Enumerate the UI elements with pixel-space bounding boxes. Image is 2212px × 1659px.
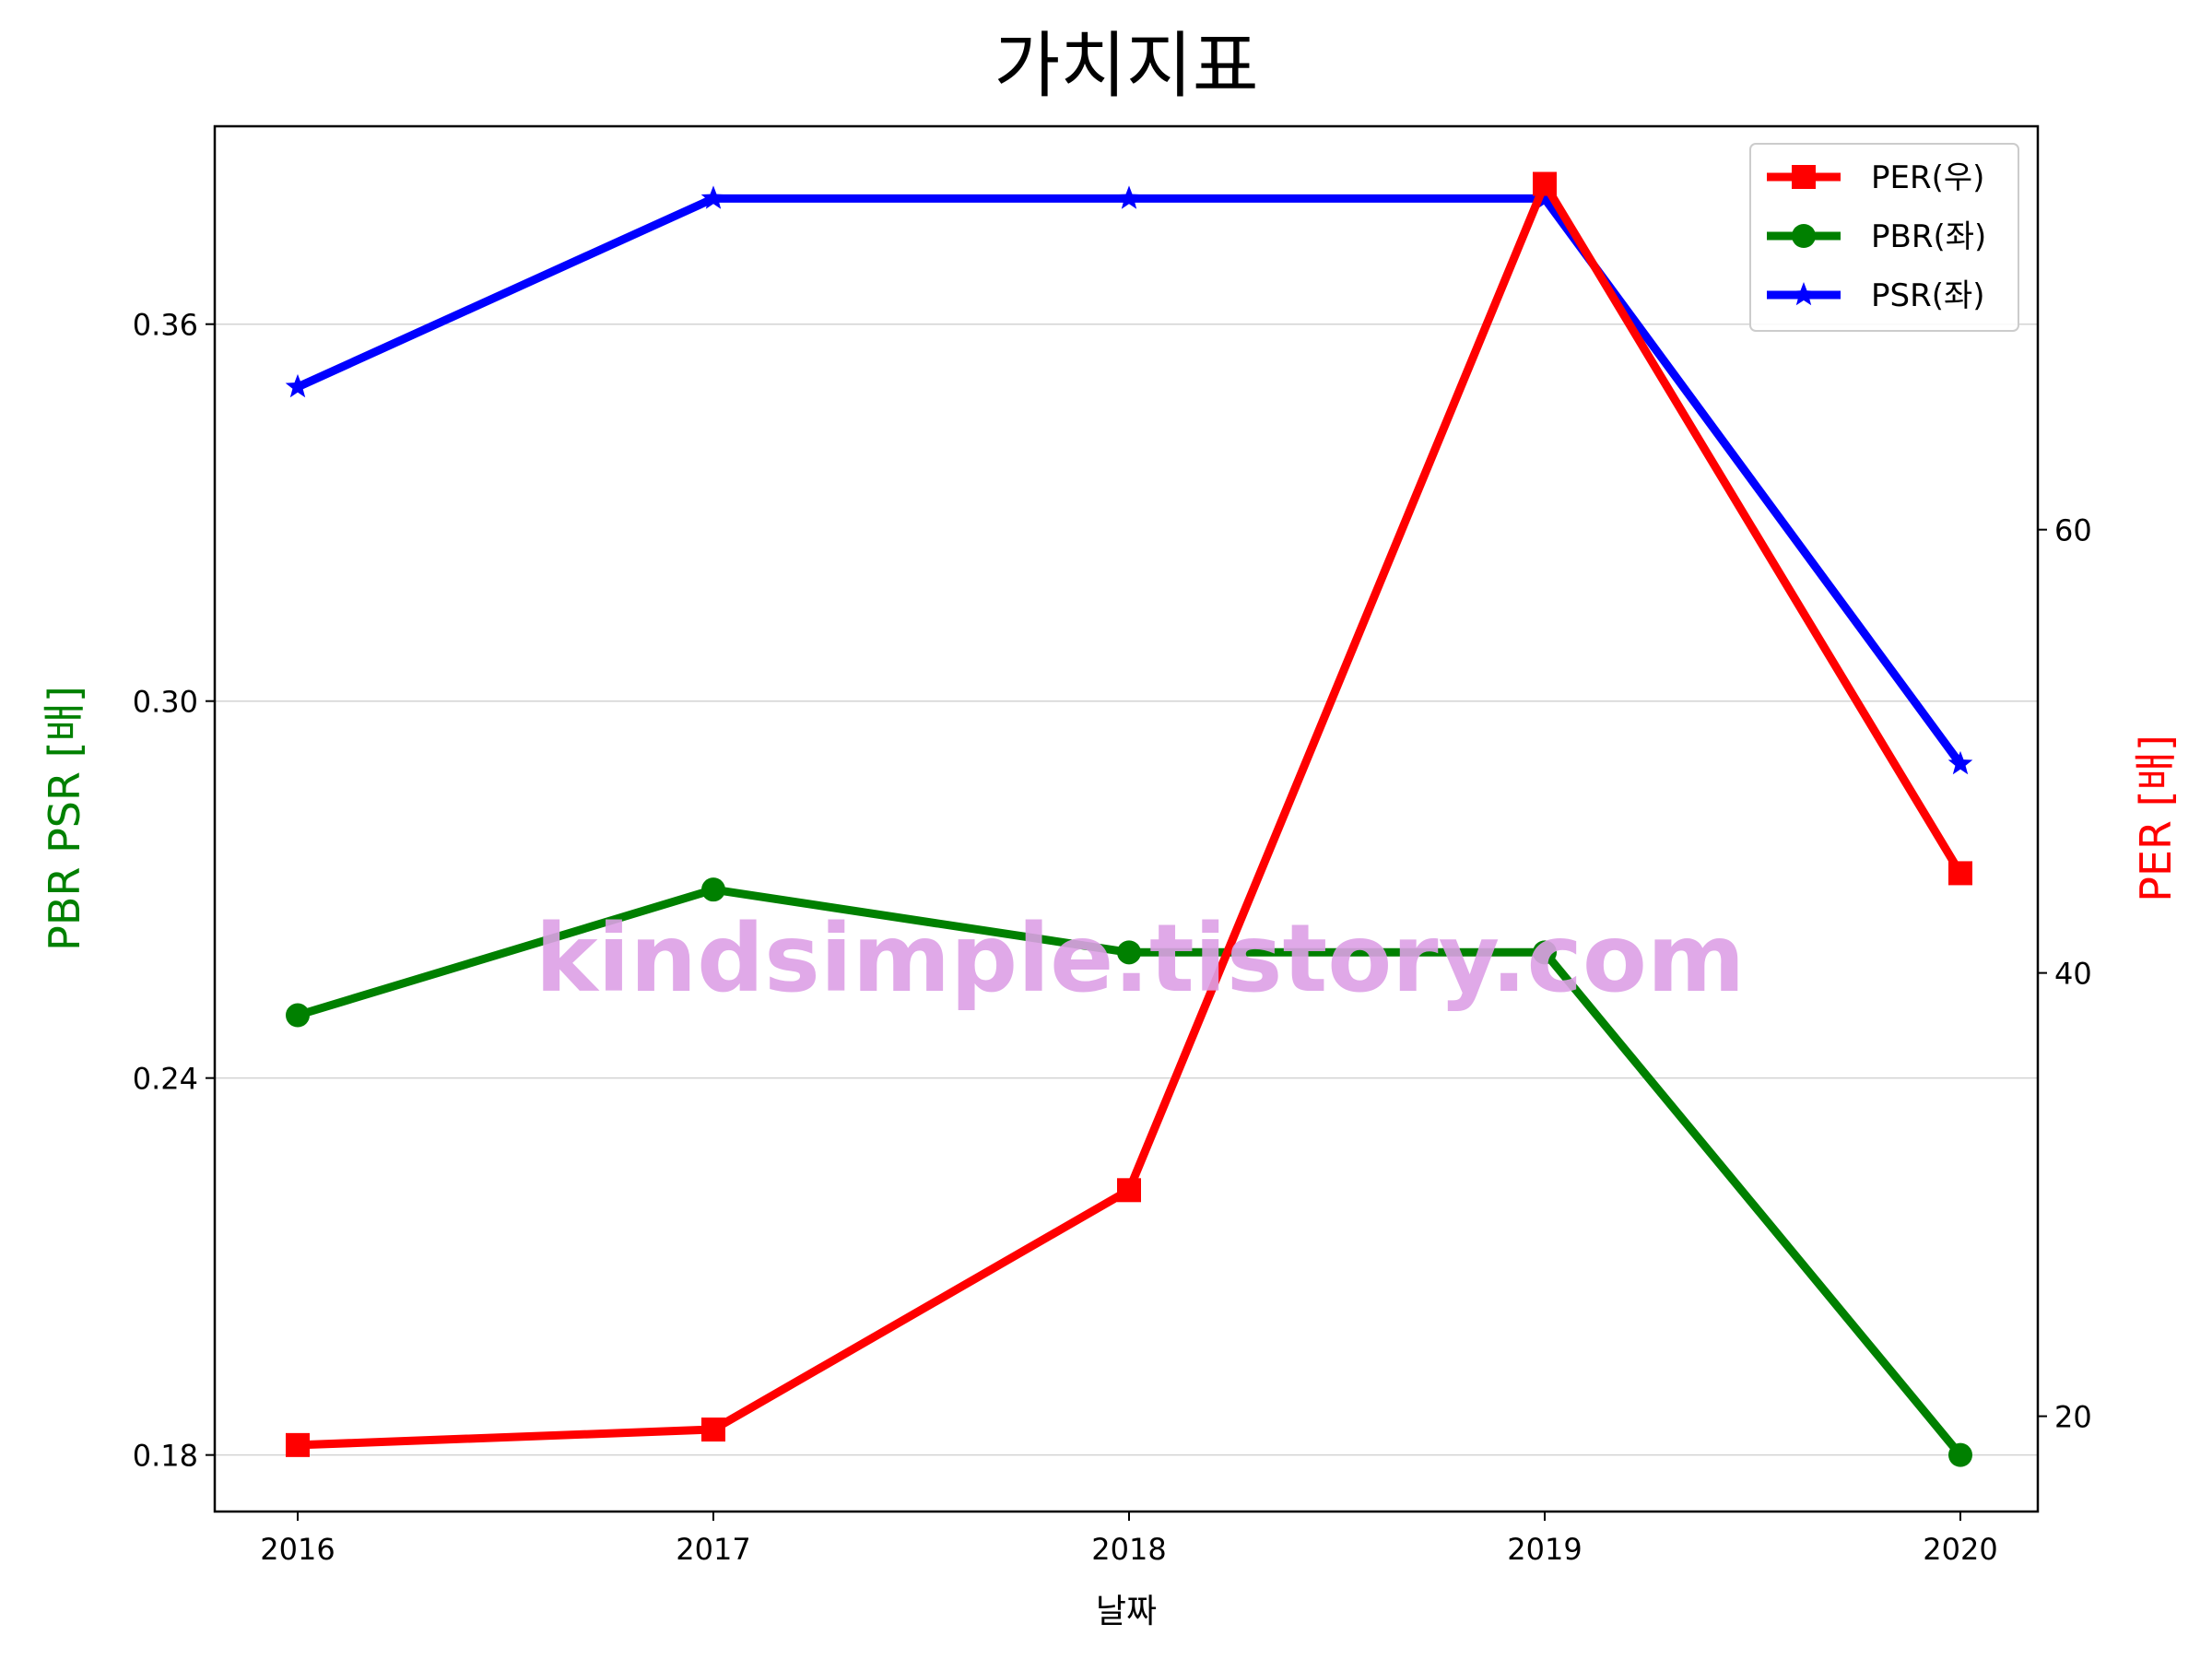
legend: PER(우) PBR(좌) PSR(좌) (1749, 143, 2019, 332)
point-pbr (1117, 940, 1141, 965)
series-layer (285, 171, 1973, 1467)
legend-marker-psr (1791, 282, 1817, 306)
watermark-text: kindsimple.tistory.com (535, 904, 1746, 1014)
point-psr (1532, 185, 1558, 209)
x-tick-label: 2018 (1091, 1532, 1166, 1567)
point-pbr (1533, 940, 1557, 965)
y-left-tick-label: 0.30 (133, 685, 198, 720)
legend-box (1749, 143, 2019, 332)
point-per (1533, 171, 1557, 196)
legend-label-psr: PSR(좌) (1871, 277, 1985, 314)
gridlines (215, 323, 2038, 1456)
point-pbr (1948, 1442, 1972, 1467)
x-axis: 2016 2017 2018 2019 2020 (260, 1512, 1998, 1567)
point-psr (1947, 750, 1973, 775)
legend-label-per: PER(우) (1871, 159, 1984, 196)
x-tick-label: 2019 (1507, 1532, 1582, 1567)
point-per (701, 1418, 725, 1442)
legend-label-pbr: PBR(좌) (1871, 218, 1986, 255)
y-axis-right-label: PER [배] (2131, 735, 2181, 902)
y-axis-right: 20 40 60 (2038, 513, 2092, 1435)
y-left-tick-label: 0.18 (133, 1439, 198, 1474)
y-left-tick-label: 0.24 (133, 1062, 198, 1097)
series-psr (285, 185, 1973, 775)
chart-title: 가치지표 (994, 25, 1258, 108)
point-per (286, 1432, 310, 1457)
y-right-tick-label: 40 (2054, 957, 2092, 992)
point-pbr (701, 877, 725, 902)
y-axis-left-label: PBR PSR [배] (40, 686, 89, 951)
legend-marker-pbr (1792, 224, 1816, 248)
point-psr (285, 373, 311, 398)
x-tick-label: 2020 (1923, 1532, 1997, 1567)
plot-area-frame (213, 124, 2040, 1513)
series-pbr (286, 877, 1972, 1467)
series-per (286, 171, 1972, 1457)
y-left-tick-label: 0.36 (133, 308, 198, 343)
x-axis-label: 날짜 (1096, 1593, 1157, 1630)
y-axis-left: 0.18 0.24 0.30 0.36 (133, 308, 215, 1474)
y-right-tick-label: 60 (2054, 513, 2092, 548)
x-tick-label: 2017 (676, 1532, 750, 1567)
point-psr (700, 185, 726, 209)
point-pbr (286, 1003, 310, 1028)
point-per (1948, 861, 1972, 886)
x-tick-label: 2016 (260, 1532, 335, 1567)
y-right-tick-label: 20 (2054, 1400, 2092, 1435)
point-per (1117, 1178, 1141, 1203)
point-psr (1116, 185, 1142, 209)
legend-marker-per (1792, 165, 1816, 189)
